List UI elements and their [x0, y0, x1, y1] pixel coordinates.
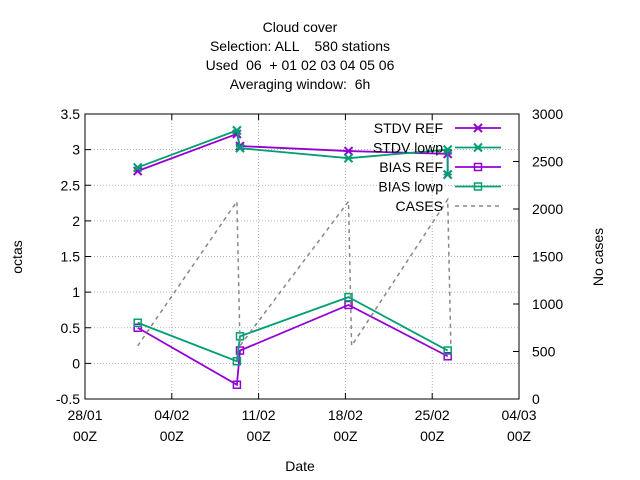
axis-ticks: -0.5 0 0.5 1 1.5 2 2.5 3 3.5 0 500 1000 1500 2000 2500…: [56, 106, 563, 444]
legend-label: STDV lowp: [373, 140, 443, 156]
series-layer: [132, 125, 453, 389]
x-tick-label: 18/02: [328, 407, 363, 423]
marker-square: [473, 182, 483, 191]
marker-star: [473, 142, 483, 153]
x-tick-label: 04/02: [154, 407, 189, 423]
legend-label: STDV REF: [374, 120, 443, 136]
x-tick-label-time: 00Z: [247, 428, 272, 444]
legend-label: CASES: [396, 198, 443, 214]
data-point: [232, 356, 242, 366]
title-line-3: Used 06 + 01 02 03 04 05 06: [206, 57, 395, 73]
data-point: [443, 352, 452, 361]
data-point: [132, 162, 143, 173]
y-tick-label: 3.5: [61, 106, 81, 122]
y2-tick-label: 3000: [532, 106, 563, 122]
title-line-4: Averaging window: 6h: [230, 76, 371, 92]
series-cases: [137, 197, 452, 349]
data-point: [344, 300, 353, 310]
legend-entry: STDV lowp: [373, 140, 501, 156]
y2-tick-label: 2500: [532, 154, 563, 170]
y2-axis-label: No cases: [590, 228, 606, 286]
y-axis-label: octas: [9, 240, 25, 273]
marker-square: [473, 162, 483, 172]
series-line: [137, 296, 449, 363]
x-tick-label-time: 00Z: [420, 428, 445, 444]
x-axis-label: Date: [285, 458, 315, 474]
data-point: [343, 153, 354, 163]
x-tick-label-time: 00Z: [507, 428, 532, 444]
y2-tick-label: 1000: [532, 296, 563, 312]
data-point: [344, 292, 353, 302]
y-tick-label: 1: [72, 284, 80, 300]
series-stdv-lowp: [132, 125, 453, 180]
x-tick-label-time: 00Z: [73, 428, 98, 444]
x-tick-label: 11/02: [242, 407, 276, 423]
data-point: [232, 125, 242, 136]
data-point: [133, 318, 142, 328]
x-tick-label-time: 00Z: [333, 428, 358, 444]
data-point: [133, 323, 142, 332]
series-line: [137, 197, 452, 349]
data-point: [235, 143, 245, 153]
data-point: [442, 169, 453, 180]
x-tick-label: 28/01: [67, 407, 102, 423]
title-line-1: Cloud cover: [263, 19, 338, 35]
y-tick-label: 2.5: [61, 177, 81, 193]
legend-entry: STDV REF: [374, 120, 501, 136]
chart-title: Cloud cover Selection: ALL 580 stations …: [206, 19, 395, 92]
y2-tick-label: 1500: [532, 249, 563, 265]
legend-entry: CASES: [396, 198, 501, 214]
title-line-2: Selection: ALL 580 stations: [210, 38, 390, 54]
y2-tick-label: 500: [532, 344, 556, 360]
x-tick-label: 25/02: [415, 407, 450, 423]
marker-star: [473, 123, 483, 133]
data-point: [235, 346, 245, 355]
legend: STDV REF STDV lowp BIAS REF BIAS lowp CASES: [373, 120, 501, 214]
y-tick-label: 0: [72, 355, 80, 371]
legend-label: BIAS REF: [379, 159, 443, 175]
series-line: [137, 303, 449, 387]
grid: [84, 113, 520, 400]
series-bias-lowp: [133, 292, 452, 366]
y-tick-label: -0.5: [56, 391, 80, 407]
x-tick-label: 04/03: [501, 407, 536, 423]
legend-entry: BIAS lowp: [378, 179, 501, 195]
y-tick-label: 2: [72, 213, 80, 229]
y-tick-label: 3: [72, 142, 80, 158]
data-point: [343, 146, 354, 156]
y-tick-label: 0.5: [61, 320, 81, 336]
series-bias-ref: [133, 300, 452, 389]
data-point: [443, 346, 452, 355]
y2-tick-label: 0: [532, 391, 540, 407]
y-tick-label: 1.5: [61, 249, 81, 265]
data-point: [442, 144, 453, 155]
x-tick-label-time: 00Z: [160, 428, 185, 444]
legend-entry: BIAS REF: [379, 159, 501, 175]
data-point: [232, 380, 242, 389]
legend-label: BIAS lowp: [378, 179, 443, 195]
series-line: [137, 129, 449, 175]
y2-tick-label: 2000: [532, 201, 563, 217]
